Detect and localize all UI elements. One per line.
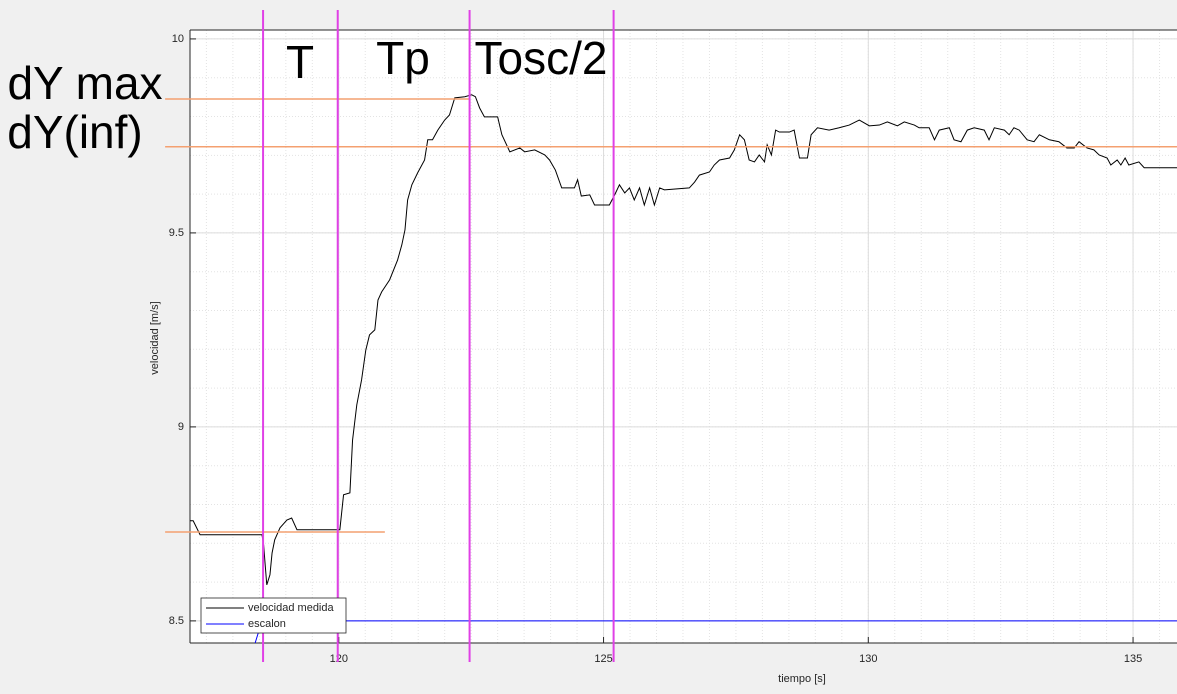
annotation: T xyxy=(286,36,314,88)
x-tick-label: 125 xyxy=(594,653,612,665)
annotation: Tp xyxy=(376,32,430,84)
annotation: Tosc/2 xyxy=(475,32,608,84)
grid xyxy=(190,30,1177,643)
y-tick-label: 9.5 xyxy=(169,227,184,239)
y-tick-label: 9 xyxy=(178,421,184,433)
y-axis-label: velocidad [m/s] xyxy=(149,301,161,374)
legend: velocidad medida escalon xyxy=(200,597,347,634)
plot-area xyxy=(190,30,1177,643)
x-axis-label: tiempo [s] xyxy=(778,673,826,685)
data-line xyxy=(190,94,1177,585)
legend-label: velocidad medida xyxy=(248,602,334,614)
x-tick-label: 120 xyxy=(330,653,348,665)
legend-label: escalon xyxy=(248,618,286,630)
annotation: dY max xyxy=(7,57,162,109)
x-tick-label: 130 xyxy=(859,653,877,665)
y-tick-label: 10 xyxy=(172,33,184,45)
annotation: dY(inf) xyxy=(7,106,142,158)
x-tick-label: 135 xyxy=(1124,653,1142,665)
legend-box xyxy=(200,597,347,634)
y-tick-label: 8.5 xyxy=(169,615,184,627)
